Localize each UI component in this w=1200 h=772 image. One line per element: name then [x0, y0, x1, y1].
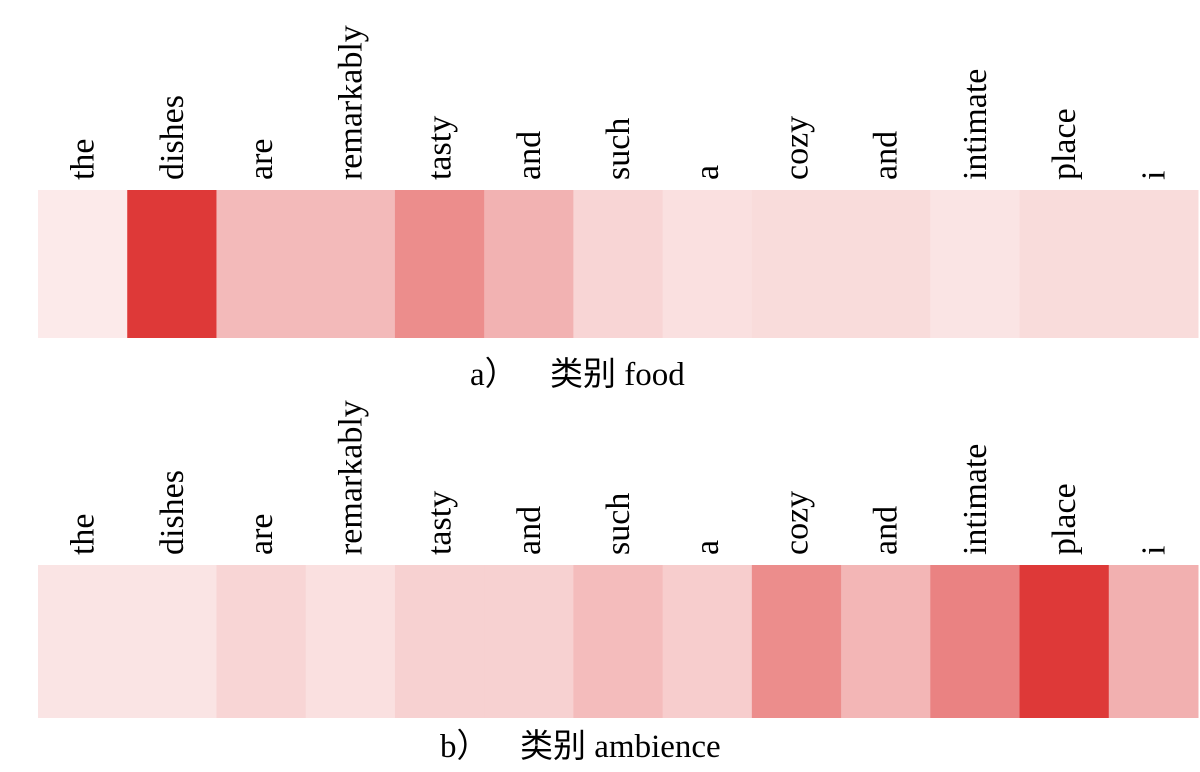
heatmap-cell [394, 190, 485, 338]
token-label: remarkably [332, 400, 369, 555]
heatmap-cell [127, 565, 217, 718]
token-label: cozy [778, 491, 815, 555]
heatmap-cell [573, 190, 664, 338]
token-label: place [1046, 483, 1083, 555]
heatmap-cell [1019, 190, 1110, 338]
heatmap-cell [573, 565, 664, 718]
token-label: and [868, 131, 905, 180]
token-label: and [511, 131, 548, 180]
token-label: are [243, 138, 280, 180]
token-label: such [600, 118, 637, 180]
token-label: tasty [422, 116, 459, 180]
token-label: cozy [778, 116, 815, 180]
token-label: tasty [422, 491, 459, 555]
token-label: are [243, 513, 280, 555]
heatmap-cell [662, 190, 753, 338]
token-label: intimate [957, 69, 994, 180]
heatmap-cell [38, 190, 128, 338]
token-label: intimate [957, 444, 994, 555]
heatmap-cell [841, 190, 931, 338]
heatmap-cell [930, 565, 1021, 718]
heatmap-cell [484, 190, 574, 338]
token-label: dishes [154, 470, 191, 555]
token-label: i [1135, 546, 1172, 555]
heatmap-cell [305, 190, 396, 338]
token-label: place [1046, 108, 1083, 180]
heatmap-cell [484, 565, 574, 718]
heatmap-cell [751, 190, 842, 338]
panel-caption-title: 类别 ambience [520, 728, 721, 765]
token-label: remarkably [332, 25, 369, 180]
heatmap-cell [1108, 565, 1199, 718]
heatmap-panel-ambience: the dishes are remarkably tasty and such a cozy a… [38, 400, 1199, 765]
token-label: dishes [154, 95, 191, 180]
heatmap-cell [841, 565, 931, 718]
heatmap-cell [751, 565, 842, 718]
heatmap-panel-food: the dishes are remarkably tasty and such a cozy a… [38, 25, 1199, 393]
token-label: such [600, 493, 637, 555]
heatmap-cell [1019, 565, 1110, 718]
heatmap-cell [1108, 190, 1199, 338]
token-label: a [689, 540, 726, 555]
token-label: and [868, 506, 905, 555]
token-label: and [511, 506, 548, 555]
heatmap-cell [394, 565, 485, 718]
panel-caption-title: 类别 food [550, 356, 685, 393]
heatmap-cell [127, 190, 217, 338]
panel-caption-label: b） [440, 729, 490, 765]
heatmap-cell [38, 565, 128, 718]
heatmap-cell [216, 190, 307, 338]
token-label: the [65, 513, 102, 555]
heatmap-cell [216, 565, 307, 718]
panel-caption-label: a） [470, 357, 518, 393]
token-label: the [65, 138, 102, 180]
heatmap-cell [662, 565, 753, 718]
heatmap-cell [305, 565, 396, 718]
token-label: i [1135, 171, 1172, 180]
token-label: a [689, 165, 726, 180]
heatmap-cell [930, 190, 1021, 338]
